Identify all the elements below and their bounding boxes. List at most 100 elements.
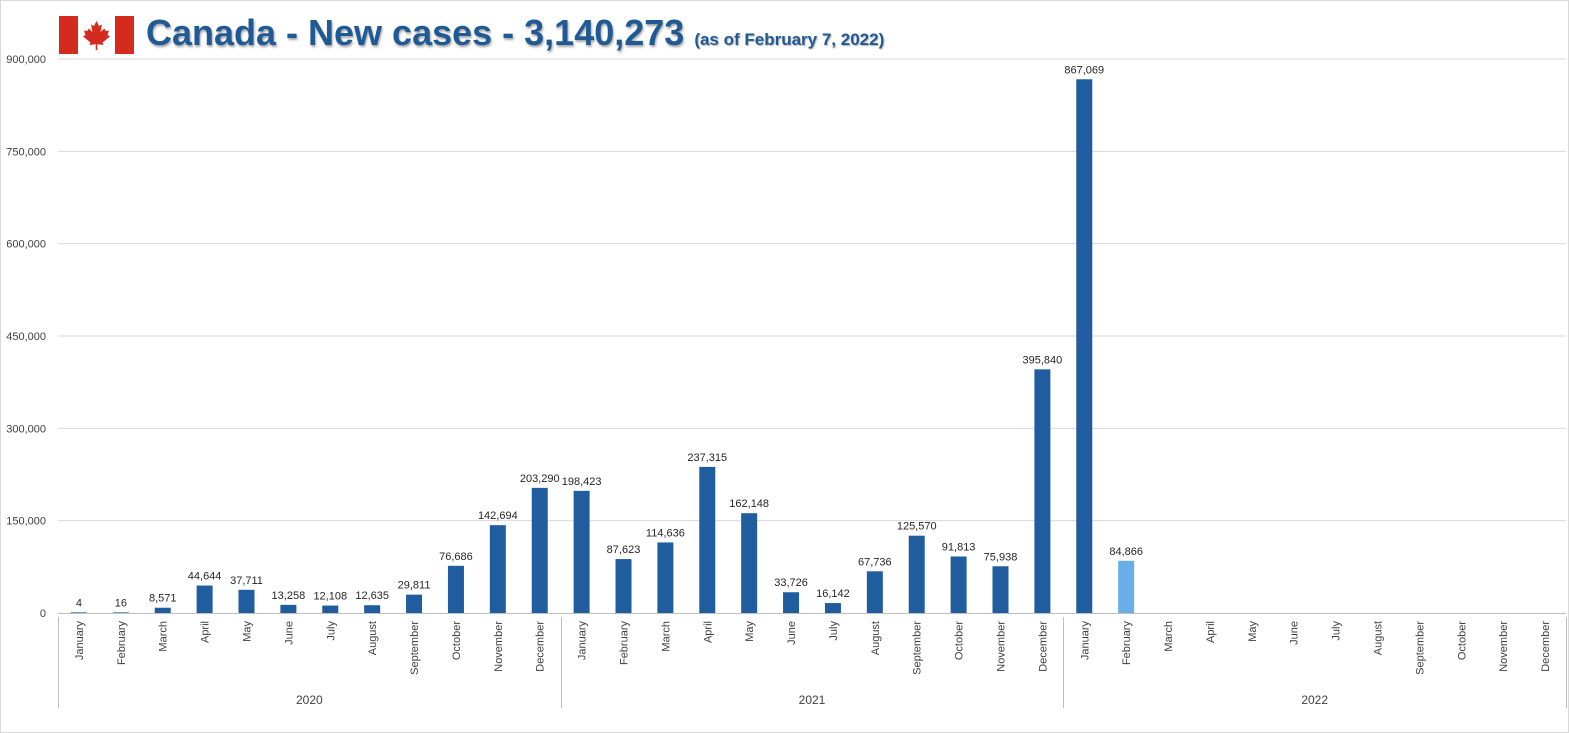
data-label: 142,694	[478, 510, 518, 522]
data-label: 37,711	[230, 575, 263, 587]
data-label: 33,726	[774, 577, 808, 589]
title-main: Canada - New cases - 3,140,273	[146, 12, 685, 53]
x-tick-label: April	[1205, 621, 1217, 643]
bar	[1076, 79, 1093, 613]
y-tick-label: 900,000	[6, 54, 46, 66]
x-tick-label: February	[1121, 621, 1133, 666]
bar	[866, 571, 883, 613]
data-label: 125,570	[897, 521, 937, 533]
y-tick-label: 600,000	[6, 239, 46, 251]
data-label: 16	[115, 597, 127, 609]
data-label: 87,623	[607, 544, 641, 556]
data-label: 8,571	[149, 593, 177, 605]
data-label: 203,290	[520, 473, 560, 485]
bar	[447, 565, 464, 613]
x-tick-label: September	[409, 621, 421, 675]
x-tick-label: October	[954, 621, 966, 660]
bars	[70, 79, 1135, 613]
data-label: 75,938	[984, 551, 1018, 563]
x-tick-label: October	[1456, 621, 1468, 660]
y-tick-label: 300,000	[6, 423, 46, 435]
title-subtitle: (as of February 7, 2022)	[694, 30, 885, 49]
bar	[238, 589, 255, 613]
bar	[531, 487, 548, 613]
bar	[112, 612, 129, 613]
y-tick-label: 750,000	[6, 146, 46, 158]
x-axis: January February March April May June July Augu…	[58, 613, 1567, 708]
data-label: 114,636	[646, 527, 685, 539]
x-tick-label: September	[912, 621, 924, 675]
x-tick-label: March	[660, 621, 672, 652]
data-label: 44,644	[188, 571, 222, 583]
data-label: 12,108	[313, 591, 347, 603]
x-tick-label: January	[1079, 621, 1091, 661]
bar	[657, 542, 674, 613]
x-tick-label: August	[1373, 621, 1385, 655]
y-tick-label: 450,000	[6, 331, 46, 343]
x-tick-label: February	[116, 621, 128, 666]
data-label: 4	[76, 597, 82, 609]
data-label: 67,736	[858, 556, 892, 568]
y-tick-label: 150,000	[6, 516, 46, 528]
data-label: 84,866	[1109, 546, 1143, 558]
year-label: 2021	[799, 693, 826, 707]
data-label: 198,423	[562, 476, 602, 488]
x-tick-label: January	[577, 621, 589, 661]
data-labels: 4 16 8,571 44,644 37,711 13,258 12,108 12,635 29…	[76, 64, 1143, 609]
bar	[406, 594, 423, 613]
bar	[573, 490, 590, 613]
canada-flag-icon	[59, 16, 134, 54]
data-label: 13,258	[272, 590, 306, 602]
gridlines	[58, 58, 1566, 522]
x-tick-label: December	[1540, 621, 1552, 672]
x-tick-label: March	[158, 621, 170, 652]
x-tick-label: April	[200, 621, 212, 643]
y-axis: 0 150,000 300,000 450,000 600,000 750,000 900,…	[6, 54, 46, 620]
data-label: 12,635	[355, 590, 389, 602]
bar	[992, 566, 1009, 613]
chart-title: Canada - New cases - 3,140,273 (as of Feb…	[146, 12, 884, 54]
data-label: 91,813	[942, 541, 976, 553]
x-tick-label: April	[702, 621, 714, 643]
data-label: 867,069	[1064, 64, 1104, 76]
bar	[1034, 369, 1051, 613]
year-label: 2022	[1301, 693, 1328, 707]
x-tick-label: March	[1163, 621, 1175, 652]
bar	[70, 612, 87, 613]
data-label: 237,315	[687, 452, 727, 464]
bar	[364, 605, 381, 613]
x-tick-label: May	[744, 621, 756, 642]
x-tick-label: November	[1498, 621, 1510, 672]
bar	[1118, 560, 1135, 613]
x-tick-label: July	[828, 621, 840, 641]
year-label: 2020	[296, 693, 323, 707]
x-tick-label: July	[325, 621, 337, 641]
x-tick-label: May	[242, 621, 254, 642]
bar	[699, 466, 716, 613]
x-tick-label: May	[1247, 621, 1259, 642]
bar	[950, 556, 967, 613]
bar	[196, 585, 213, 613]
x-tick-label: July	[1331, 621, 1343, 641]
bar	[824, 603, 841, 613]
bar	[154, 607, 171, 613]
x-tick-label: June	[283, 621, 295, 645]
x-tick-label: November	[493, 621, 505, 672]
x-tick-label: August	[870, 621, 882, 655]
data-label: 16,142	[816, 588, 850, 600]
data-label: 162,148	[729, 498, 769, 510]
x-tick-label: January	[74, 621, 86, 661]
x-tick-label: October	[451, 621, 463, 660]
data-label: 76,686	[439, 551, 473, 563]
bar	[615, 559, 632, 613]
bar	[322, 605, 339, 613]
data-label: 395,840	[1023, 354, 1063, 366]
x-tick-label: November	[996, 621, 1008, 672]
y-tick-label: 0	[40, 608, 46, 620]
x-tick-label: December	[535, 621, 547, 672]
x-tick-label: June	[786, 621, 798, 645]
x-tick-label: August	[367, 621, 379, 655]
x-tick-label: February	[619, 621, 631, 666]
data-label: 29,811	[398, 580, 431, 592]
bar	[908, 535, 925, 613]
